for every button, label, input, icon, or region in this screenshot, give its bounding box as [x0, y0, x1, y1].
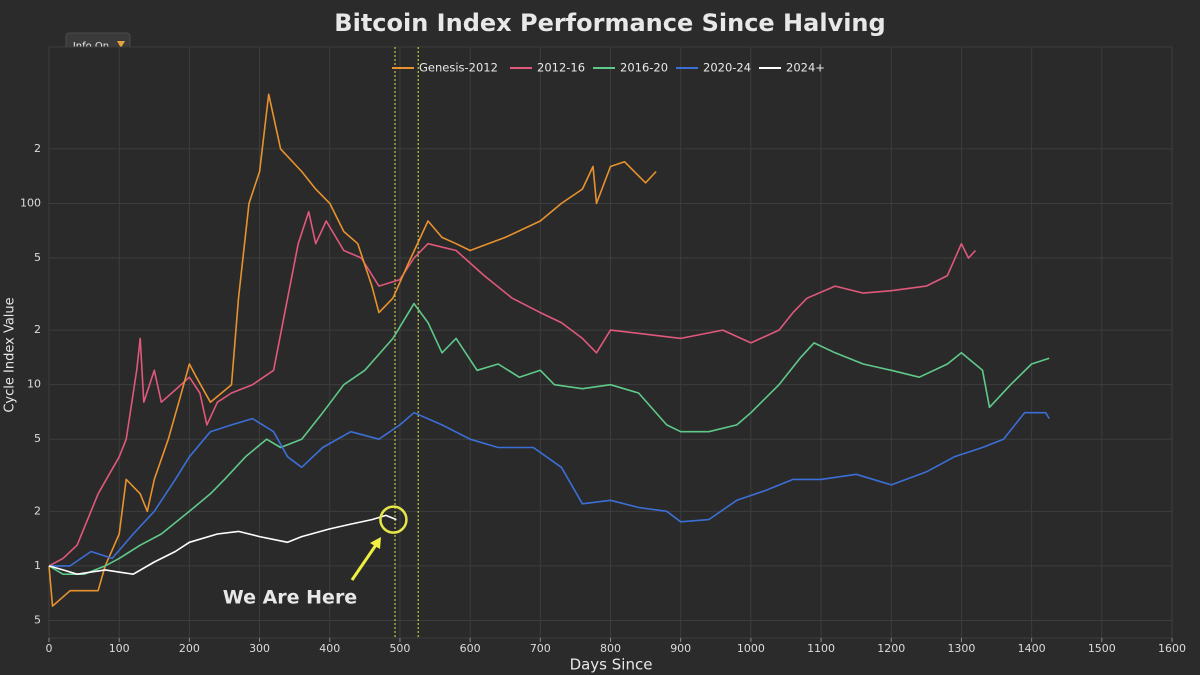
- x-tick-label: 0: [46, 642, 53, 655]
- annotation: We Are Here: [223, 587, 357, 609]
- x-tick-label: 200: [179, 642, 200, 655]
- y-tick-label: 1: [34, 559, 41, 572]
- x-tick-label: 300: [249, 642, 270, 655]
- x-tick-label: 600: [460, 642, 481, 655]
- y-tick-label: 2: [34, 323, 41, 336]
- x-tick-label: 1200: [877, 642, 905, 655]
- highlight-circle: [379, 505, 408, 534]
- x-tick-label: 1300: [947, 642, 975, 655]
- x-tick-label: 1000: [737, 642, 765, 655]
- y-tick-label: 5: [34, 251, 41, 264]
- x-tick-label: 100: [109, 642, 130, 655]
- series-line: [48, 93, 657, 607]
- legend-label: Genesis-2012: [419, 61, 498, 75]
- x-tick-label: 1600: [1158, 642, 1186, 655]
- lines: [48, 93, 1050, 607]
- x-axis-label: Days Since: [570, 656, 653, 674]
- legend-label: 2024+: [786, 61, 825, 75]
- series-line: [48, 514, 397, 575]
- y-tick-label: 5: [34, 613, 41, 626]
- x-tick-label: 400: [319, 642, 340, 655]
- dropdown-arrow[interactable]: [117, 41, 125, 48]
- x-tick-label: 1400: [1018, 642, 1046, 655]
- x-tick-label: 800: [600, 642, 621, 655]
- legend-label: 2020-24: [703, 61, 751, 75]
- legend-label: 2016-20: [620, 61, 668, 75]
- chart-title: Bitcoin Index Performance Since Halving: [334, 9, 885, 37]
- series-line: [48, 302, 1050, 575]
- legend: Genesis-2012 2012-16 2016-20 2020-24 2024+: [392, 61, 825, 75]
- x-tick-label: 900: [670, 642, 691, 655]
- x-tick-label: 700: [530, 642, 551, 655]
- y-tick-label: 5: [34, 432, 41, 445]
- x-tick-label: 1500: [1088, 642, 1116, 655]
- annotation-arrow: [350, 541, 380, 581]
- y-axis-label: Cycle Index Value: [3, 297, 18, 412]
- y-tick-label: 10: [27, 378, 41, 391]
- series-line: [49, 411, 1050, 567]
- series-line: [48, 210, 977, 567]
- y-tick-label: 2: [34, 504, 41, 517]
- x-tick-label: 1100: [807, 642, 835, 655]
- grid: 0 100 200 300 400 500 600 700 800 900 1000 1100 1200…: [20, 46, 1186, 655]
- annotation-arrowhead: [370, 537, 381, 549]
- x-tick-label: 500: [389, 642, 410, 655]
- legend-label: 2012-16: [537, 61, 585, 75]
- y-tick-label: 2: [34, 142, 41, 155]
- y-tick-label: 100: [20, 196, 41, 209]
